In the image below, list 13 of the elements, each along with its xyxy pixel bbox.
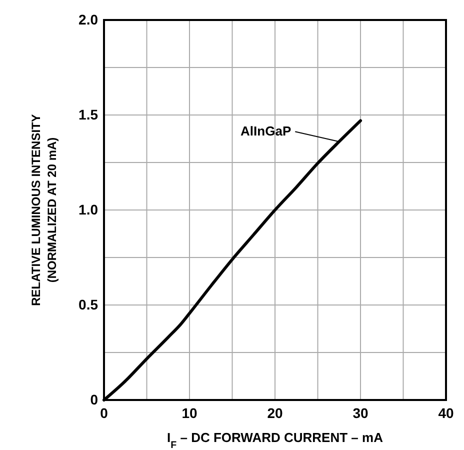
y-tick-label: 2.0 — [78, 11, 98, 28]
x-axis-title: I$_{F}$ – DC FORWARD CURRENT – mA — [167, 430, 384, 450]
y-axis-title: RELATIVE LUMINOUS INTENSITY (NORMALIZED AT 20 mA) — [29, 114, 59, 306]
x-tick-label: 30 — [352, 404, 368, 421]
y-tick-label: 1.5 — [78, 106, 98, 122]
x-tick-label: 0 — [100, 404, 108, 421]
y-tick-label: 1.0 — [78, 201, 98, 218]
y-tick-label: 0 — [90, 391, 98, 408]
legend-label: AlInGaP — [240, 124, 292, 139]
x-tick-label: 20 — [267, 404, 283, 421]
x-tick-label: 10 — [182, 404, 198, 421]
y-tick-label: 0.5 — [78, 296, 98, 312]
x-tick-label: 40 — [438, 404, 454, 421]
